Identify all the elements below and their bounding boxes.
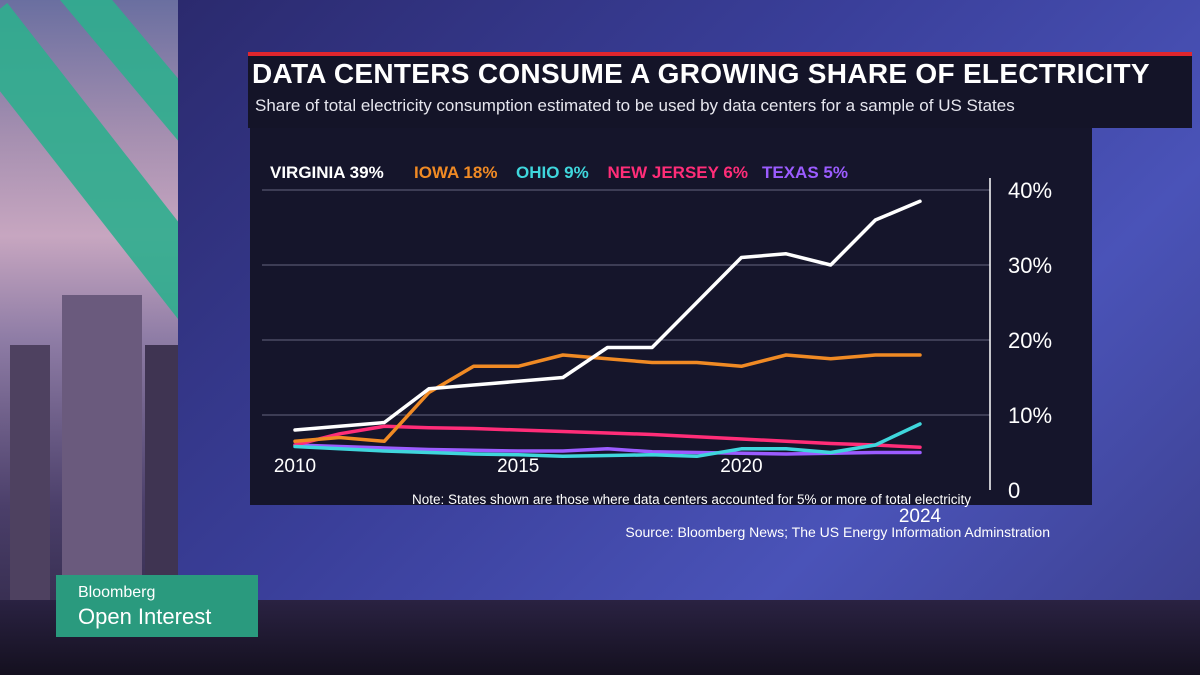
series-line-virginia <box>293 199 922 432</box>
x-tick-label: 2015 <box>497 456 539 477</box>
show-name: Open Interest <box>78 604 212 629</box>
legend-entry: NEW JERSEY 6% <box>608 163 748 182</box>
legend-entry: TEXAS 5% <box>762 163 848 182</box>
show-logo-box <box>56 575 258 637</box>
x-tick-label: 2024 <box>899 506 942 527</box>
series-line-ohio <box>293 422 922 459</box>
y-tick-label: 20% <box>1008 328 1052 353</box>
chart-title: DATA CENTERS CONSUME A GROWING SHARE OF … <box>252 58 1150 89</box>
legend-entry: IOWA 18% <box>414 163 497 182</box>
legend-entry: VIRGINIA 39% <box>270 163 384 182</box>
x-tick-label: 2010 <box>274 456 316 477</box>
chart-source: Source: Bloomberg News; The US Energy In… <box>625 524 1050 540</box>
title-bar <box>248 52 1192 128</box>
x-tick-label: 2020 <box>720 456 762 477</box>
chart-panel <box>250 120 1092 505</box>
y-tick-label: 40% <box>1008 178 1052 203</box>
series-line-iowa <box>293 353 922 444</box>
y-tick-label: 10% <box>1008 403 1052 428</box>
brand-name: Bloomberg <box>78 584 156 601</box>
y-tick-label: 0 <box>1008 478 1020 503</box>
legend-entry: OHIO 9% <box>516 163 589 182</box>
chart-subtitle: Share of total electricity consumption e… <box>255 96 1015 115</box>
y-tick-label: 30% <box>1008 253 1052 278</box>
chart-note: Note: States shown are those where data … <box>412 492 972 507</box>
series-line-texas <box>293 443 922 456</box>
